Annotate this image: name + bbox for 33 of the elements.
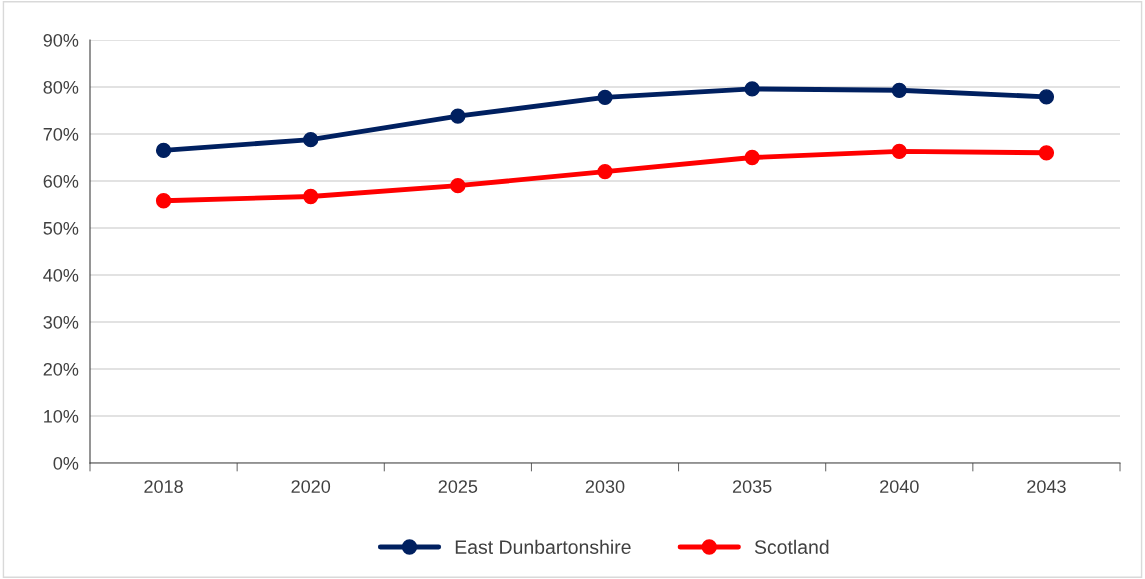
point [303,132,319,148]
point [303,188,319,205]
y-tick-label: 60% [43,174,79,188]
point [1038,89,1055,105]
point [155,142,172,159]
point [891,82,907,98]
x-tick-label: 2018 [144,480,183,493]
y-tick-label: 20% [43,362,79,376]
y-tick-label: 10% [44,409,79,423]
x-tick-label: 2020 [291,480,331,493]
y-tick-label: 70% [43,127,79,141]
legend-label: East Dunbartonshire [455,539,631,554]
y-tick-label: 80% [43,80,79,94]
y-tick-label: 40% [43,268,79,282]
point [744,149,760,166]
y-tick-label: 50% [43,221,79,235]
point [450,108,466,124]
y-tick-label: 30% [43,315,79,329]
x-tick-label: 2030 [585,480,625,493]
y-tick-label: 0% [53,456,79,470]
x-tick-label: 2025 [438,480,478,493]
x-tick-label: 2043 [1027,480,1066,493]
point [1038,145,1055,161]
point [891,143,907,160]
point [155,193,172,209]
point [597,163,613,180]
legend-label: Scotland [754,539,829,554]
y-tick-label: 90% [43,33,79,47]
point [450,178,466,194]
point [597,89,613,105]
x-tick-label: 2035 [732,480,772,493]
point [744,81,760,97]
x-tick-label: 2040 [880,480,919,493]
